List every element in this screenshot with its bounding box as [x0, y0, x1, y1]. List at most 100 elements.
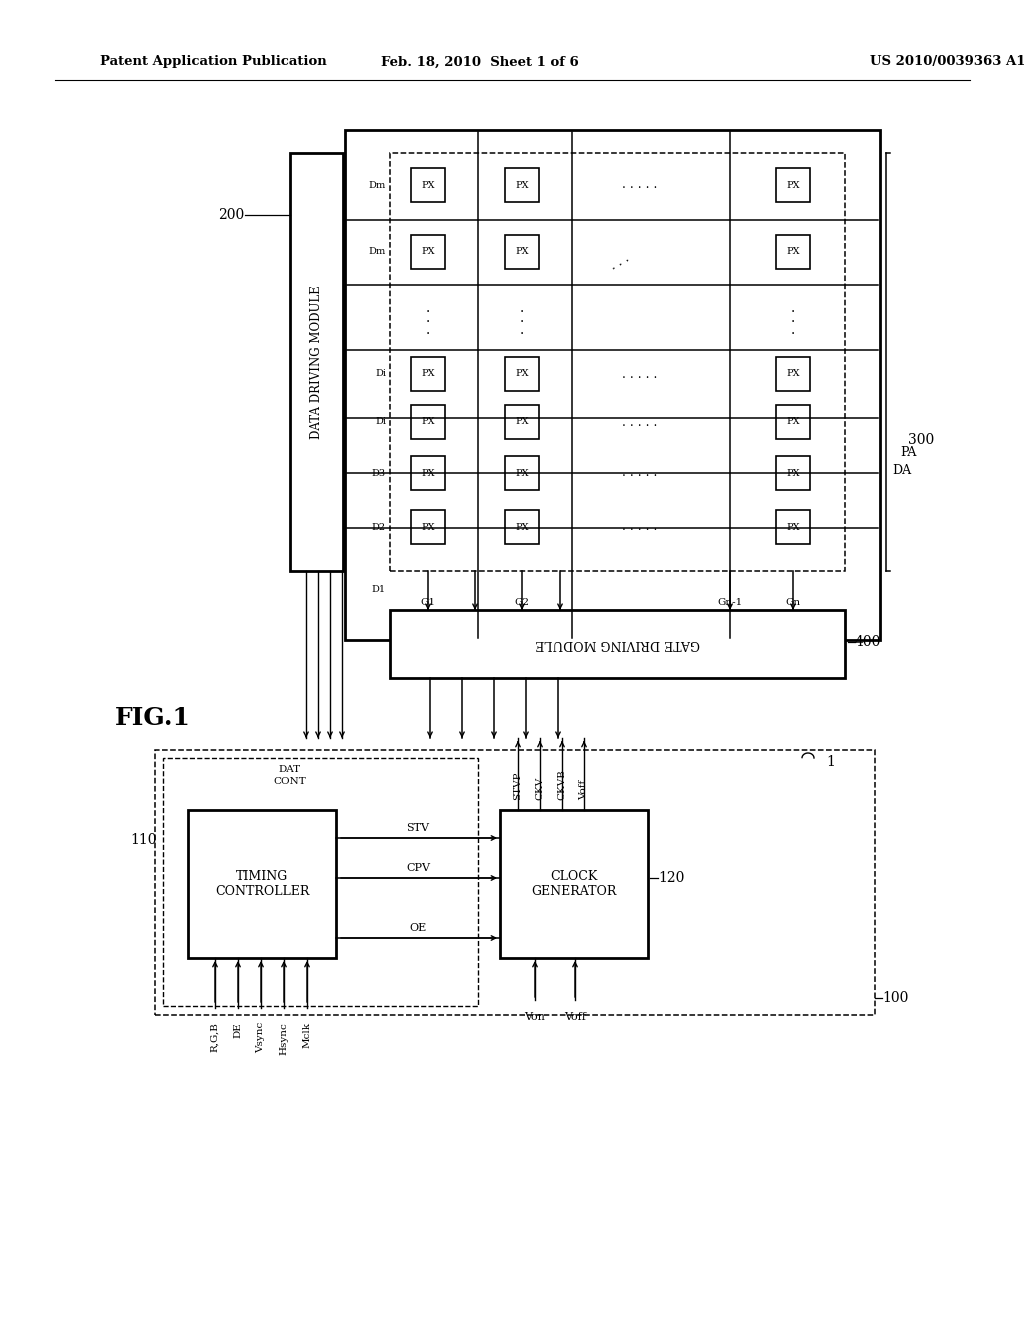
- Text: CONT: CONT: [273, 776, 306, 785]
- Text: Mclk: Mclk: [302, 1022, 311, 1048]
- Text: CKVB: CKVB: [557, 770, 566, 800]
- Bar: [505, 235, 539, 269]
- Bar: [505, 510, 539, 544]
- Text: PX: PX: [421, 469, 435, 478]
- Text: Hsync: Hsync: [280, 1022, 289, 1055]
- Text: .: .: [791, 301, 795, 315]
- Bar: [776, 356, 810, 391]
- Text: Dm: Dm: [369, 181, 386, 190]
- Text: DATA DRIVING MODULE: DATA DRIVING MODULE: [310, 285, 323, 438]
- Text: Voff: Voff: [564, 1012, 586, 1022]
- Text: PX: PX: [421, 181, 435, 190]
- Text: .: .: [791, 323, 795, 337]
- Text: Voff: Voff: [580, 780, 589, 800]
- Text: STVP: STVP: [513, 771, 522, 800]
- Text: Di: Di: [375, 417, 386, 426]
- Text: DA: DA: [892, 463, 911, 477]
- Bar: [163, 758, 478, 1006]
- Text: G2: G2: [514, 598, 529, 607]
- Bar: [390, 610, 845, 678]
- Text: Di: Di: [375, 370, 386, 379]
- Bar: [188, 810, 336, 958]
- Bar: [390, 153, 845, 572]
- Text: US 2010/0039363 A1: US 2010/0039363 A1: [870, 55, 1024, 69]
- Text: 1: 1: [826, 755, 835, 770]
- Bar: [411, 510, 445, 544]
- Text: PX: PX: [786, 248, 800, 256]
- Text: . . . . .: . . . . .: [623, 367, 657, 380]
- Text: . . . . .: . . . . .: [623, 520, 657, 533]
- Text: GATE DRIVING MODULE: GATE DRIVING MODULE: [536, 638, 699, 651]
- Text: .: .: [520, 301, 524, 315]
- Text: PX: PX: [786, 469, 800, 478]
- Text: CPV: CPV: [406, 863, 430, 873]
- Bar: [505, 455, 539, 490]
- Bar: [776, 510, 810, 544]
- Text: D1: D1: [372, 586, 386, 594]
- Text: PX: PX: [515, 469, 528, 478]
- Text: .: .: [520, 323, 524, 337]
- Text: . . . . .: . . . . .: [623, 466, 657, 479]
- Text: G1: G1: [421, 598, 435, 607]
- Text: 120: 120: [658, 871, 684, 884]
- Text: 200: 200: [218, 209, 245, 222]
- Bar: [290, 153, 343, 572]
- Text: 100: 100: [882, 991, 908, 1005]
- Text: FIG.1: FIG.1: [115, 706, 190, 730]
- Bar: [776, 168, 810, 202]
- Bar: [500, 810, 648, 958]
- Bar: [776, 405, 810, 440]
- Bar: [505, 356, 539, 391]
- Text: PX: PX: [786, 523, 800, 532]
- Bar: [776, 235, 810, 269]
- Text: 110: 110: [130, 833, 157, 847]
- Text: PX: PX: [421, 523, 435, 532]
- Text: Vsync: Vsync: [256, 1022, 265, 1053]
- Text: .: .: [426, 312, 430, 325]
- Text: PX: PX: [515, 181, 528, 190]
- Bar: [776, 455, 810, 490]
- Text: D2: D2: [372, 523, 386, 532]
- Text: PX: PX: [421, 370, 435, 379]
- Text: Dm: Dm: [369, 248, 386, 256]
- Text: PX: PX: [786, 417, 800, 426]
- Text: STV: STV: [407, 822, 429, 833]
- Text: Gn: Gn: [785, 598, 801, 607]
- Text: PX: PX: [515, 523, 528, 532]
- Text: PX: PX: [515, 417, 528, 426]
- Text: .: .: [791, 312, 795, 325]
- Text: .: .: [426, 301, 430, 315]
- Text: Patent Application Publication: Patent Application Publication: [100, 55, 327, 69]
- Bar: [411, 356, 445, 391]
- Text: PX: PX: [515, 370, 528, 379]
- Text: PX: PX: [421, 417, 435, 426]
- Text: Von: Von: [524, 1012, 546, 1022]
- Text: D3: D3: [372, 469, 386, 478]
- Text: PA: PA: [900, 446, 916, 459]
- Bar: [505, 168, 539, 202]
- Text: R,G,B: R,G,B: [211, 1022, 219, 1052]
- Bar: [411, 168, 445, 202]
- Text: PX: PX: [786, 370, 800, 379]
- Text: Gn-1: Gn-1: [718, 598, 742, 607]
- Text: . . .: . . .: [608, 252, 632, 272]
- Text: Feb. 18, 2010  Sheet 1 of 6: Feb. 18, 2010 Sheet 1 of 6: [381, 55, 579, 69]
- Bar: [505, 405, 539, 440]
- Text: CKV: CKV: [536, 776, 545, 800]
- Text: . . . . .: . . . . .: [623, 416, 657, 429]
- Bar: [411, 405, 445, 440]
- Text: .: .: [426, 323, 430, 337]
- Text: PX: PX: [786, 181, 800, 190]
- Text: 300: 300: [908, 433, 934, 447]
- Bar: [411, 235, 445, 269]
- Text: CLOCK
GENERATOR: CLOCK GENERATOR: [531, 870, 616, 898]
- Text: PX: PX: [421, 248, 435, 256]
- Text: 400: 400: [855, 635, 882, 649]
- Text: DAT: DAT: [279, 766, 301, 775]
- Text: . . . . .: . . . . .: [623, 178, 657, 191]
- Text: OE: OE: [410, 923, 427, 933]
- Text: DE: DE: [233, 1022, 243, 1038]
- Bar: [411, 455, 445, 490]
- Text: TIMING
CONTROLLER: TIMING CONTROLLER: [215, 870, 309, 898]
- Text: .: .: [520, 312, 524, 325]
